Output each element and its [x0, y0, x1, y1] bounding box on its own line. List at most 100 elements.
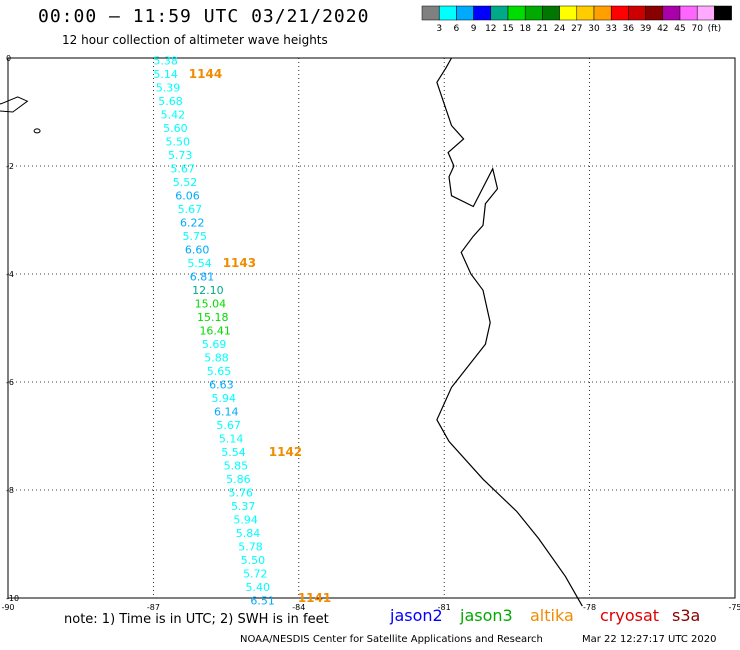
legend-label: 15: [502, 24, 513, 34]
lat-tick-label: 0: [6, 54, 11, 63]
axis-ticks: -90 -87 -84 -81 -78 -75 0 -2 -4 -6 -8 -10: [1, 54, 740, 612]
wave-height-value: 5.73: [168, 149, 193, 162]
legend-label: 42: [657, 24, 668, 34]
satellite-jason2: jason2: [390, 606, 443, 625]
legend-label: 39: [640, 24, 652, 34]
legend-swatch: [696, 5, 715, 21]
legend-swatch: [456, 5, 474, 21]
south-america-coastline: [436, 57, 583, 607]
legend-label: 33: [605, 24, 616, 34]
wave-height-value: 5.75: [182, 230, 207, 243]
lon-tick-label: -75: [728, 603, 740, 612]
wave-height-value: 6.51: [250, 595, 274, 608]
legend-swatch: [473, 5, 492, 21]
wave-height-value: 5.40: [245, 581, 270, 594]
lat-tick-label: -8: [6, 486, 14, 495]
legend-label: 12: [485, 24, 496, 34]
legend-swatch: [559, 5, 578, 21]
pass-labels: 1144 1143 1142 1141: [189, 67, 331, 605]
legend-label: 3: [436, 24, 442, 34]
wave-height-value: 5.50: [166, 136, 191, 149]
legend-label: 45: [674, 24, 685, 34]
legend-swatch: [610, 5, 629, 21]
map-grid: [8, 58, 735, 598]
legend-swatch: [628, 5, 646, 21]
wave-height-value: 5.94: [233, 514, 258, 527]
galapagos-island: [0, 96, 29, 113]
wave-height-value: 6.14: [214, 406, 239, 419]
pass-number: 1142: [269, 445, 302, 459]
wave-height-value: 6.81: [190, 271, 215, 284]
wave-height-value: 5.67: [216, 419, 241, 432]
satellite-track: 5.385.145.395.685.425.605.505.735.675.52…: [153, 55, 274, 608]
wave-height-value: 6.63: [209, 379, 234, 392]
lat-tick-label: -4: [6, 270, 14, 279]
legend-swatch: [679, 5, 698, 21]
legend-label: 6: [454, 24, 460, 34]
pass-number: 1141: [298, 591, 331, 605]
generation-timestamp: Mar 22 12:27:17 UTC 2020: [582, 634, 717, 645]
wave-height-value: 5.84: [236, 527, 261, 540]
satellite-jason3: jason3: [460, 606, 513, 625]
legend-swatch: [421, 5, 440, 21]
legend-swatch: [524, 5, 543, 21]
lon-tick-label: -87: [147, 603, 160, 612]
legend-label: 18: [519, 24, 531, 34]
lon-tick-label: -90: [1, 603, 14, 612]
wave-height-value: 5.72: [243, 568, 268, 581]
pass-number: 1144: [189, 67, 222, 81]
pass-number: 1143: [223, 256, 256, 270]
lon-tick-label: -81: [438, 603, 451, 612]
wave-height-value: 5.60: [163, 122, 188, 135]
wave-height-value: 5.94: [212, 392, 237, 405]
map-frame: [7, 57, 736, 599]
legend-label: 21: [537, 24, 548, 34]
wave-height-value: 5.14: [153, 68, 178, 81]
wave-height-value: 5.37: [231, 500, 256, 513]
wave-height-value: 5.65: [207, 365, 232, 378]
small-island: [33, 128, 41, 134]
lat-tick-label: -6: [6, 378, 14, 387]
legend-label: 24: [554, 24, 566, 34]
page-subtitle: 12 hour collection of altimeter wave hei…: [62, 33, 328, 47]
legend-label: 70: [691, 24, 703, 34]
satellite-cryosat: cryosat: [600, 606, 660, 625]
credit-line: NOAA/NESDIS Center for Satellite Applica…: [240, 634, 543, 645]
legend-swatch: [645, 5, 664, 21]
wave-height-value: 5.67: [170, 163, 195, 176]
legend-swatch: [490, 5, 509, 21]
wave-height-value: 5.54: [187, 257, 212, 270]
legend-label: 27: [571, 24, 582, 34]
wave-height-value: 5.76: [229, 487, 254, 500]
legend-swatch: [542, 5, 560, 21]
wave-height-value: 6.06: [175, 190, 200, 203]
wave-height-value: 5.68: [158, 95, 183, 108]
satellite-altika: altika: [530, 606, 574, 625]
page-title: 00:00 – 11:59 UTC 03/21/2020: [38, 6, 370, 27]
wave-height-value: 16.41: [199, 325, 231, 338]
legend-label: (ft): [708, 24, 722, 34]
wave-height-value: 5.54: [221, 446, 246, 459]
wave-height-value: 5.88: [204, 352, 229, 365]
lat-tick-label: -10: [6, 594, 19, 603]
map-border: [7, 57, 736, 599]
legend-swatch: [576, 5, 595, 21]
lon-tick-label: -84: [292, 603, 305, 612]
wave-height-value: 5.50: [241, 554, 266, 567]
wave-height-value: 6.22: [180, 217, 205, 230]
wave-height-value: 5.69: [202, 338, 227, 351]
lon-tick-label: -78: [583, 603, 596, 612]
coastline: [0, 57, 583, 607]
wave-height-value: 15.18: [197, 311, 229, 324]
wave-height-value: 5.39: [156, 82, 181, 95]
lat-tick-label: -2: [6, 162, 14, 171]
legend-swatch: [714, 5, 732, 21]
satellite-s3a: s3a: [672, 606, 701, 625]
wave-height-value: 5.38: [153, 55, 178, 68]
color-scale-legend: 3 6 9 12 15 18 21 24 27 30 33 36 39 42 45 70 (ft): [421, 5, 732, 34]
wave-height-value: 5.78: [238, 541, 263, 554]
legend-label: 36: [623, 24, 635, 34]
wave-height-value: 5.86: [226, 473, 251, 486]
legend-swatch: [507, 5, 526, 21]
